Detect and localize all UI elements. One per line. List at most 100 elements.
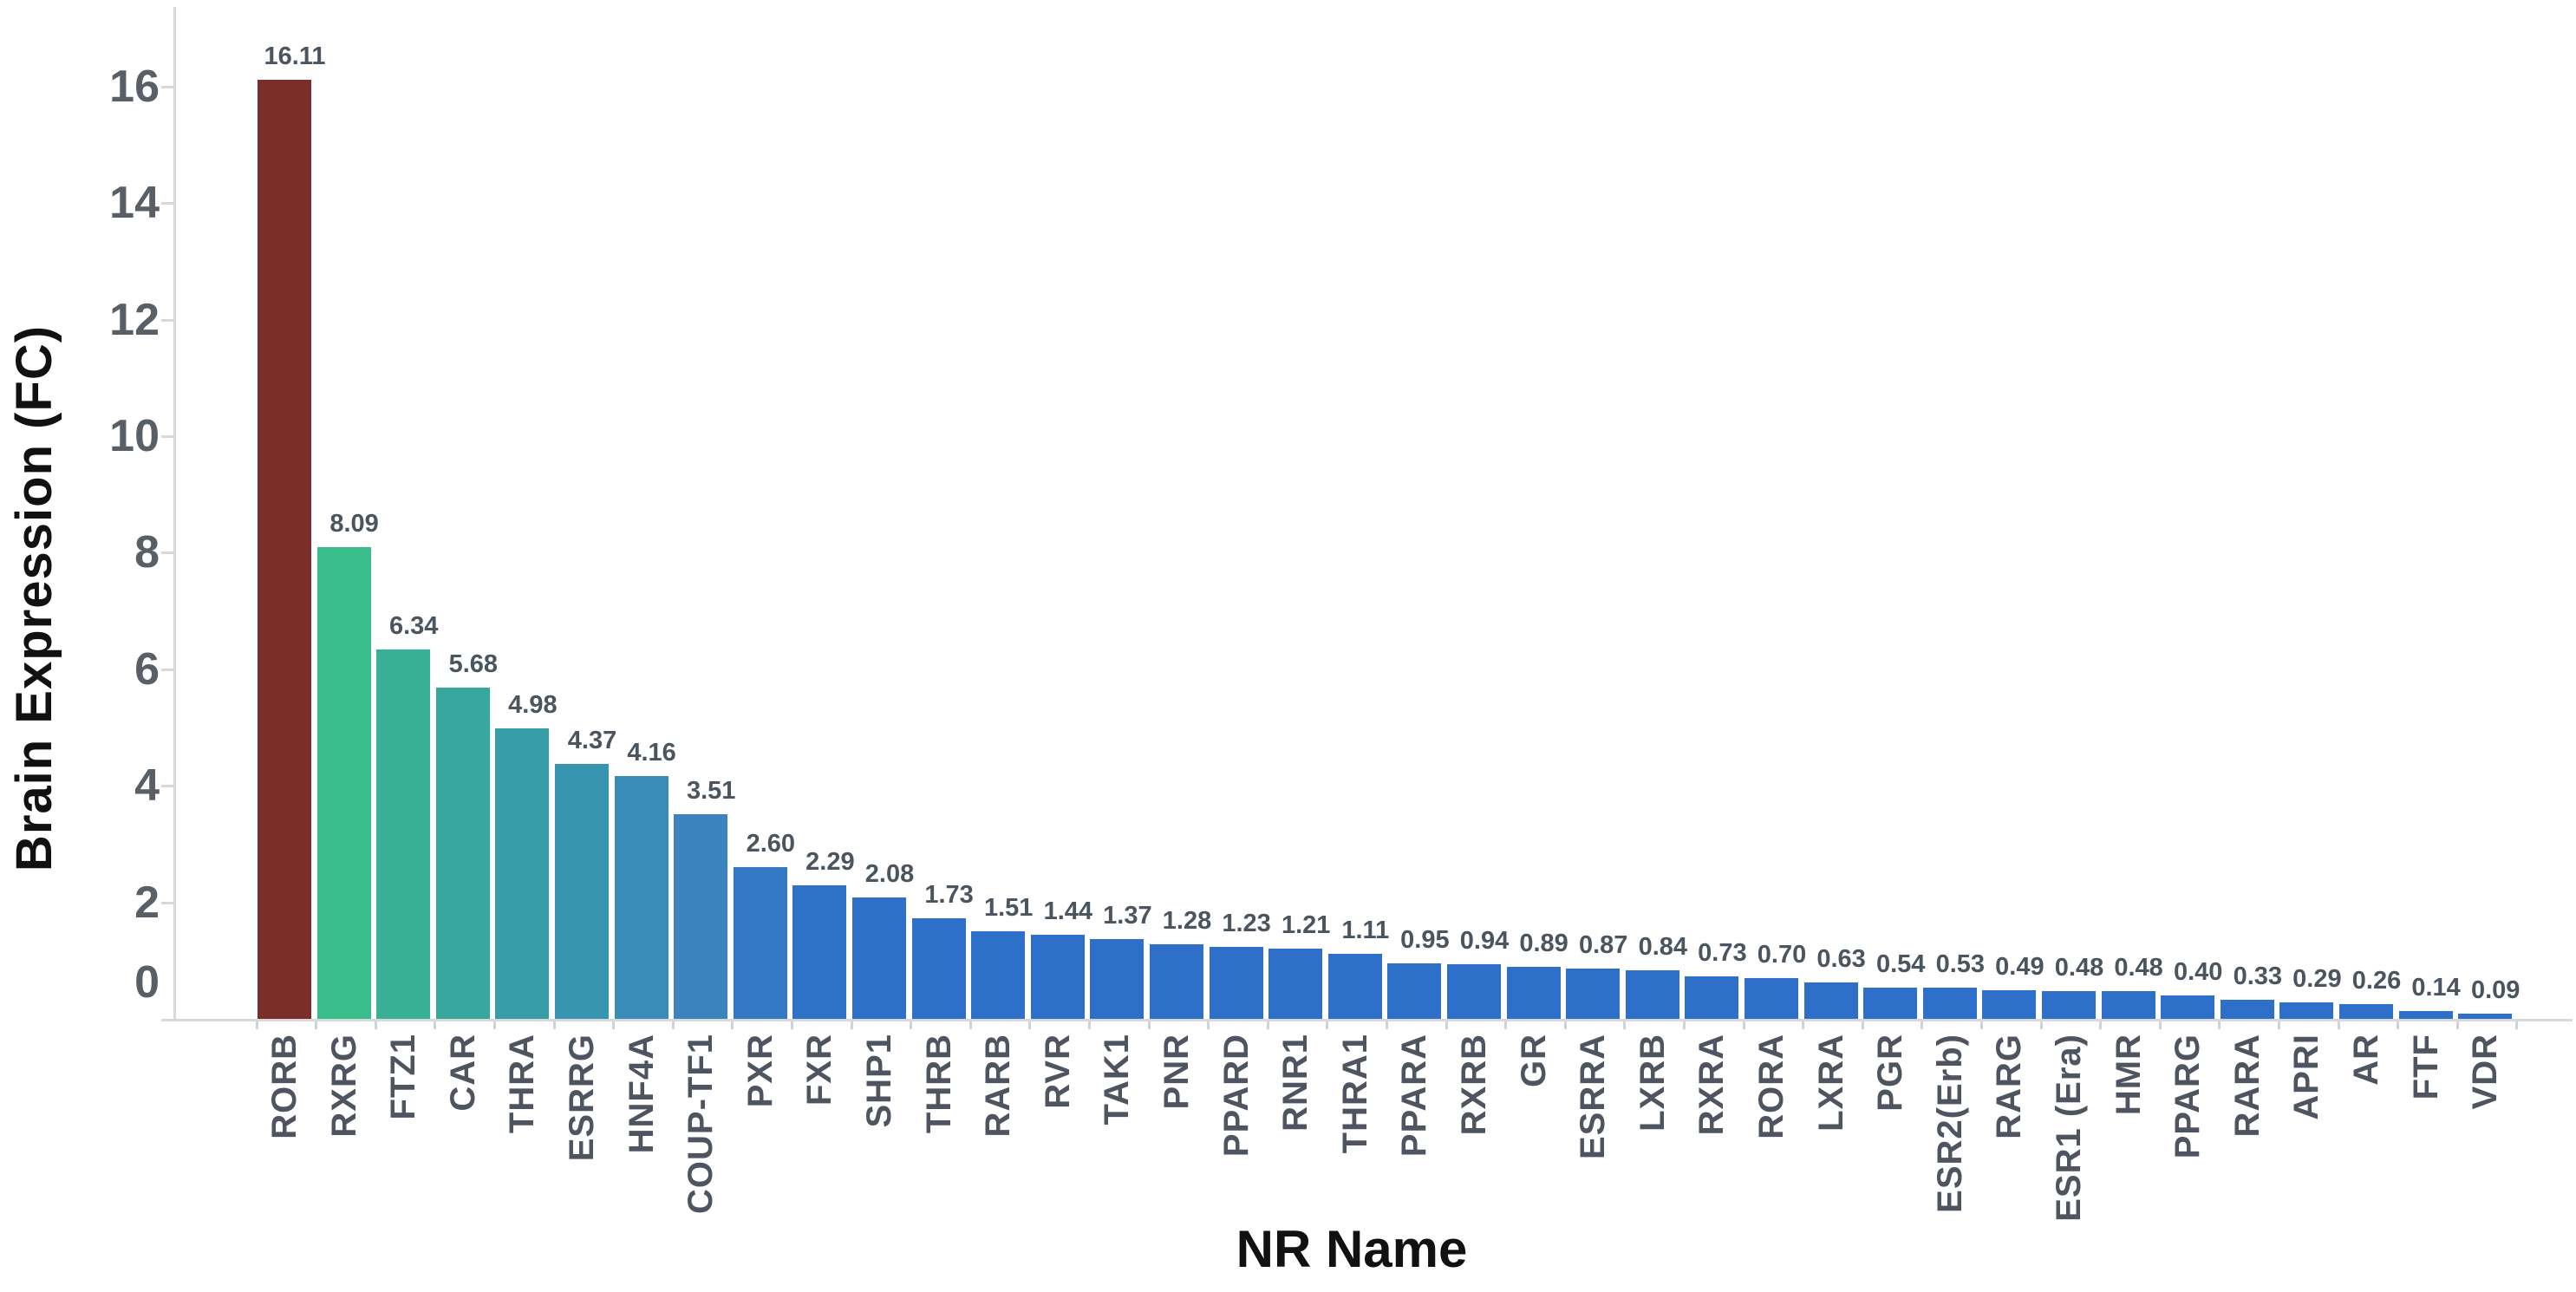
x-tick-mark <box>1861 1021 1864 1029</box>
bar <box>316 547 371 1019</box>
x-tick-mark <box>1147 1021 1151 1029</box>
bar <box>614 776 668 1019</box>
bar-value-label: 0.94 <box>1459 926 1510 955</box>
bar-value-label: 2.08 <box>864 860 915 889</box>
x-tick-label: ESR1 (Era) <box>2050 1034 2088 1222</box>
bar-value-label: 1.37 <box>1103 901 1152 930</box>
x-tick-label: APRI <box>2287 1034 2326 1120</box>
x-tick-label: THRA1 <box>1335 1034 1374 1154</box>
bar-value-label: 4.37 <box>567 727 617 755</box>
x-tick-mark <box>791 1021 793 1029</box>
x-tick-mark <box>1326 1021 1329 1029</box>
x-tick-label: HNF4A <box>622 1034 661 1154</box>
x-tick-mark <box>910 1021 913 1029</box>
bar <box>435 688 490 1019</box>
y-tick-label: 14 <box>109 178 160 229</box>
x-tick-label: FXR <box>800 1034 839 1106</box>
x-tick-mark <box>1623 1021 1627 1029</box>
x-tick-mark <box>255 1021 258 1029</box>
bar-value-label: 0.29 <box>2292 964 2342 993</box>
x-tick-label: LXRA <box>1811 1034 1850 1132</box>
x-tick-label: CAR <box>443 1034 482 1112</box>
bar <box>2339 1003 2393 1019</box>
x-tick-mark <box>1802 1021 1805 1029</box>
bar <box>2398 1010 2453 1019</box>
bar-value-label: 0.40 <box>2173 958 2223 987</box>
y-tick-label: 4 <box>134 760 160 812</box>
bar-value-label: 0.48 <box>2114 953 2163 982</box>
x-tick-mark <box>2218 1021 2221 1029</box>
bar-value-label: 0.33 <box>2233 962 2283 990</box>
x-tick-mark <box>2278 1021 2280 1029</box>
x-tick-label: VDR <box>2466 1034 2505 1110</box>
bar-value-label: 0.26 <box>2351 966 2402 995</box>
y-tick-mark <box>161 435 173 438</box>
x-tick-mark <box>1088 1021 1091 1029</box>
x-tick-mark <box>1980 1021 1983 1029</box>
bar <box>1150 943 1203 1019</box>
y-tick-label: 8 <box>134 527 160 578</box>
x-tick-mark <box>374 1021 377 1029</box>
bar <box>1803 982 1858 1019</box>
bar <box>495 728 550 1019</box>
x-tick-label: RARA <box>2227 1034 2266 1138</box>
x-tick-label: ESRRG <box>563 1034 601 1162</box>
bar <box>1447 963 1501 1019</box>
y-tick-mark <box>161 85 173 88</box>
x-tick-label: RARB <box>979 1034 1018 1138</box>
x-tick-mark <box>850 1021 853 1029</box>
bar-value-label: 0.89 <box>1519 930 1568 958</box>
x-tick-mark <box>1386 1021 1388 1029</box>
x-tick-label: SHP1 <box>860 1034 898 1128</box>
bar <box>1030 935 1085 1019</box>
x-tick-mark <box>1504 1021 1508 1029</box>
x-tick-label: THRB <box>919 1034 958 1134</box>
y-tick-mark <box>161 785 173 788</box>
bar <box>971 930 1026 1019</box>
bar-value-label: 0.95 <box>1400 926 1450 955</box>
x-tick-label: HMR <box>2109 1034 2148 1116</box>
x-tick-label: THRA <box>503 1034 542 1134</box>
bar-value-label: 0.84 <box>1638 932 1688 961</box>
bar <box>1090 938 1145 1019</box>
bar-value-label: 4.98 <box>508 691 558 720</box>
bar <box>911 917 966 1019</box>
x-tick-mark <box>493 1021 496 1029</box>
y-tick-label: 2 <box>134 877 160 928</box>
bar-value-label: 5.68 <box>448 650 499 679</box>
bar-value-label: 16.11 <box>264 42 326 71</box>
x-tick-mark <box>2158 1021 2162 1029</box>
bar <box>2042 990 2096 1019</box>
y-tick-label: 12 <box>109 294 160 345</box>
x-tick-label: LXRB <box>1633 1034 1672 1132</box>
x-tick-mark <box>2337 1021 2340 1029</box>
x-tick-mark <box>1921 1021 1924 1029</box>
bar <box>1982 990 2037 1019</box>
bar <box>376 649 431 1019</box>
bar-value-label: 0.63 <box>1816 944 1866 973</box>
x-tick-mark <box>1742 1021 1745 1029</box>
x-tick-label: FTZ1 <box>384 1034 423 1120</box>
bar-value-label: 0.73 <box>1698 938 1747 967</box>
x-tick-label: RXRA <box>1692 1034 1731 1136</box>
x-tick-mark <box>671 1021 675 1029</box>
x-tick-label: ESRRA <box>1574 1034 1613 1160</box>
x-tick-mark <box>1266 1021 1269 1029</box>
x-tick-mark <box>1563 1021 1567 1029</box>
x-tick-label: RARG <box>1990 1034 2029 1139</box>
x-tick-mark <box>2455 1021 2459 1029</box>
bar-value-label: 1.11 <box>1341 917 1390 945</box>
x-tick-label: PNR <box>1158 1034 1196 1110</box>
bar <box>1209 947 1263 1019</box>
bar <box>2220 999 2274 1019</box>
y-tick-label: 10 <box>109 411 160 461</box>
bar-value-label: 0.48 <box>2054 953 2104 982</box>
bar <box>2161 995 2215 1019</box>
x-tick-label: PPARD <box>1216 1034 1255 1158</box>
bar <box>1922 988 1977 1019</box>
y-axis-line <box>173 7 176 1019</box>
x-tick-mark <box>1207 1021 1210 1029</box>
y-tick-mark <box>161 668 173 671</box>
bar <box>1863 987 1918 1019</box>
